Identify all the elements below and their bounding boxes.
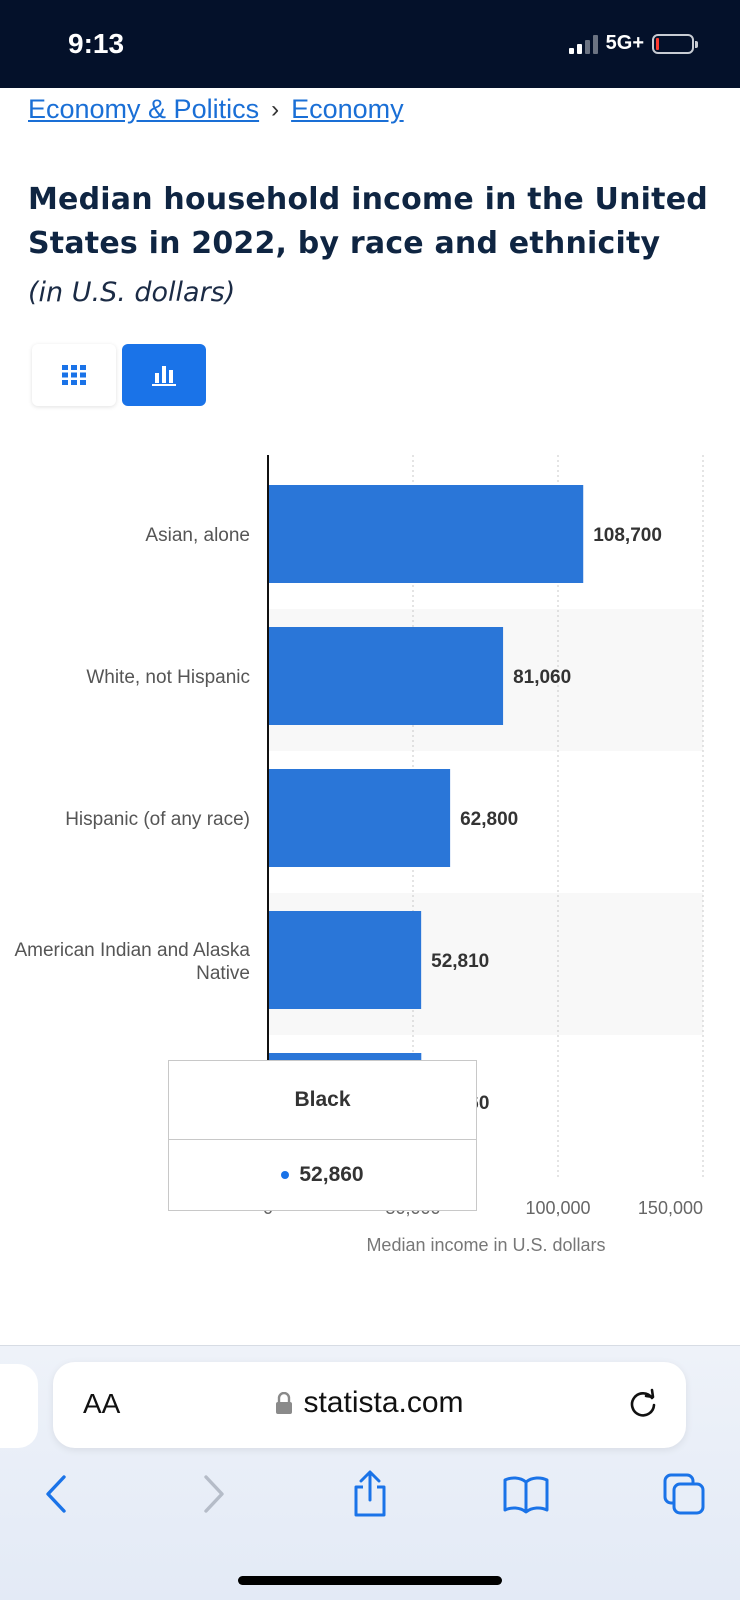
previous-tab-preview[interactable] <box>0 1364 38 1448</box>
chart-tick-label: 100,000 <box>525 1198 590 1218</box>
chart-category-label: Asian, alone <box>145 525 250 546</box>
signal-icon <box>568 34 598 54</box>
chart-bar <box>268 627 504 725</box>
share-button[interactable] <box>342 1466 398 1522</box>
chart-bar <box>268 911 422 1009</box>
status-indicators: 5G+ <box>568 32 698 55</box>
battery-icon <box>652 33 698 54</box>
breadcrumb-link-economy[interactable]: Economy <box>291 94 404 124</box>
forward-icon <box>204 1475 224 1513</box>
breadcrumb-separator: › <box>271 95 280 123</box>
page-subtitle: (in U.S. dollars) <box>28 277 236 308</box>
table-view-button[interactable] <box>32 344 116 406</box>
tabs-button[interactable] <box>656 1466 712 1522</box>
chart-value-label: 81,060 <box>513 667 571 688</box>
page-title: Median household income in the United St… <box>28 182 708 261</box>
status-bar: 9:13 5G+ <box>0 0 740 88</box>
grid-icon <box>62 365 86 385</box>
back-icon <box>46 1475 66 1513</box>
tooltip-body: 52,860 <box>169 1140 476 1210</box>
text-size-label: AA <box>83 1388 121 1419</box>
tooltip-value: 52,860 <box>299 1163 364 1186</box>
chart-bar <box>268 769 451 867</box>
lock-icon <box>276 1392 293 1414</box>
chart-x-axis-label: Median income in U.S. dollars <box>366 1235 605 1255</box>
tooltip-series-dot <box>281 1171 290 1179</box>
tabs-icon <box>663 1473 705 1515</box>
forward-button[interactable] <box>186 1466 242 1522</box>
reload-icon <box>630 1388 656 1417</box>
chart-value-label: 52,810 <box>431 951 489 972</box>
chart-tick-label: 150,000 <box>638 1198 703 1218</box>
network-type: 5G+ <box>605 32 644 54</box>
chart-category-label: White, not Hispanic <box>86 667 250 688</box>
reload-button[interactable] <box>626 1386 660 1424</box>
home-indicator <box>238 1576 502 1585</box>
url-text: statista.com <box>303 1386 464 1419</box>
chart-tooltip: Black 52,860 <box>168 1060 477 1211</box>
back-button[interactable] <box>28 1466 84 1522</box>
chart-bar <box>268 485 584 583</box>
breadcrumb-link-economy-politics[interactable]: Economy & Politics <box>28 94 260 124</box>
chart-value-label: 108,700 <box>593 525 662 546</box>
url-display[interactable]: statista.com <box>53 1386 686 1420</box>
text-size-button[interactable]: AA <box>83 1388 120 1420</box>
browser-chrome: AA statista.com <box>0 1345 740 1600</box>
bookmarks-icon <box>503 1476 549 1514</box>
share-icon <box>354 1470 386 1517</box>
chart-category-label: American Indian and Alaska Native <box>14 940 250 984</box>
bookmarks-button[interactable] <box>498 1466 554 1522</box>
breadcrumb: Economy & Politics › Economy <box>28 94 404 125</box>
address-bar[interactable]: AA statista.com <box>53 1362 686 1448</box>
chart-category-label: Hispanic (of any race) <box>65 809 250 830</box>
status-time: 9:13 <box>68 28 125 59</box>
bar-chart-icon <box>152 366 176 386</box>
browser-toolbar <box>0 1466 740 1526</box>
tooltip-title: Black <box>169 1061 476 1140</box>
chart-value-label: 62,800 <box>460 809 518 830</box>
chart-view-button[interactable] <box>122 344 206 406</box>
